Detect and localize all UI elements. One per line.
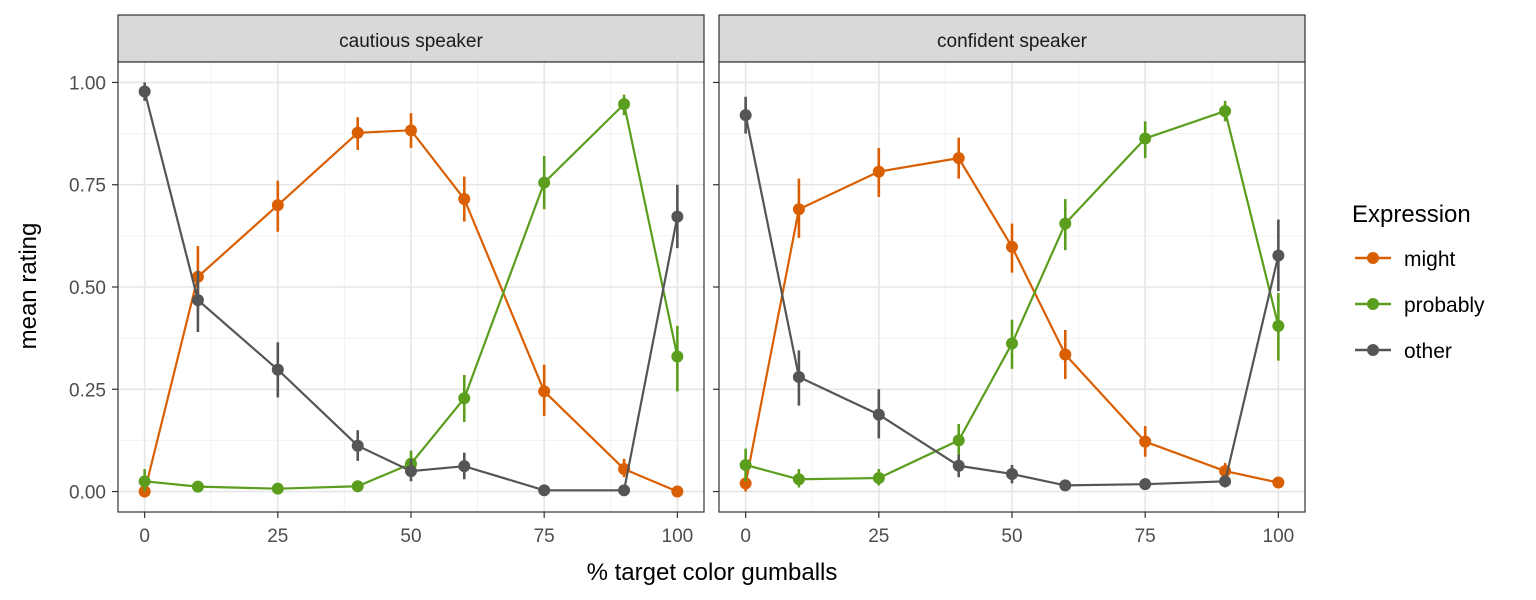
- y-tick-label: 0.25: [69, 380, 106, 401]
- data-point: [351, 126, 364, 139]
- data-point: [792, 371, 805, 383]
- data-point: [1006, 337, 1018, 350]
- data-point: [458, 193, 471, 206]
- data-point: [1006, 240, 1018, 253]
- data-point: [792, 203, 805, 216]
- data-point: [671, 210, 684, 223]
- data-point: [271, 482, 284, 495]
- data-point: [618, 98, 631, 111]
- data-point: [271, 199, 284, 212]
- facet-strip: [117, 14, 705, 63]
- data-point: [872, 472, 885, 485]
- data-point: [671, 485, 684, 498]
- data-point: [1219, 475, 1232, 488]
- facet-strip: [718, 14, 1306, 63]
- y-axis-title: mean rating: [15, 223, 42, 350]
- y-tick-label: 0.50: [69, 278, 106, 299]
- legend-key-point: [1367, 344, 1379, 356]
- data-point: [1272, 319, 1285, 332]
- legend-title: Expression: [1352, 201, 1471, 228]
- data-point: [138, 475, 151, 488]
- panel-border: [117, 61, 705, 513]
- legend-label: probably: [1404, 294, 1485, 317]
- data-point: [1139, 478, 1152, 491]
- data-point: [191, 294, 204, 307]
- x-tick-label: 0: [139, 526, 150, 547]
- data-point: [458, 460, 471, 473]
- x-tick-label: 100: [662, 526, 694, 547]
- x-tick-label: 100: [1263, 526, 1295, 547]
- data-point: [952, 152, 965, 165]
- x-tick-label: 75: [534, 526, 555, 547]
- x-axis-title: % target color gumballs: [587, 559, 838, 586]
- x-tick-label: 0: [740, 526, 751, 547]
- x-tick-label: 50: [400, 526, 421, 547]
- data-point: [952, 459, 965, 472]
- x-tick-label: 25: [267, 526, 288, 547]
- data-point: [351, 480, 364, 493]
- data-point: [458, 392, 471, 405]
- data-point: [739, 458, 752, 471]
- series-other: [138, 82, 684, 497]
- facet-panel-1: cautious speaker 0 25 50 75 100 0.00 0.25 0.50 0.…: [69, 14, 705, 547]
- y-tick-label: 1.00: [69, 73, 106, 94]
- data-point: [671, 350, 684, 363]
- data-point: [1272, 249, 1285, 262]
- series-might: [138, 113, 684, 498]
- data-point: [952, 434, 965, 447]
- legend-key-point: [1367, 298, 1379, 310]
- facet-title: confident speaker: [937, 31, 1088, 52]
- data-point: [739, 109, 752, 122]
- data-point: [405, 124, 417, 137]
- data-point: [138, 85, 151, 98]
- data-point: [1139, 435, 1152, 448]
- data-point: [1059, 479, 1072, 492]
- data-point: [618, 484, 631, 497]
- data-point: [538, 385, 551, 398]
- data-point: [1006, 467, 1018, 480]
- data-point: [792, 473, 805, 486]
- x-tick-label: 50: [1001, 526, 1022, 547]
- x-tick-label: 25: [868, 526, 889, 547]
- legend-key-point: [1367, 252, 1379, 264]
- data-point: [538, 484, 551, 497]
- legend-label: might: [1404, 248, 1456, 271]
- data-point: [739, 477, 752, 490]
- data-point: [1139, 132, 1152, 145]
- series-other: [739, 96, 1285, 492]
- y-tick-label: 0.75: [69, 176, 106, 197]
- data-point: [351, 439, 364, 452]
- data-point: [1059, 348, 1072, 361]
- facet-title: cautious speaker: [339, 31, 483, 52]
- legend: might probably other: [1355, 248, 1485, 363]
- panel-border: [718, 61, 1306, 513]
- y-tick-label: 0.00: [69, 483, 106, 504]
- series-probably: [739, 100, 1285, 488]
- series-might: [739, 137, 1285, 492]
- data-point: [872, 408, 885, 421]
- data-point: [872, 165, 885, 178]
- data-point: [538, 176, 551, 189]
- data-point: [1059, 217, 1072, 230]
- x-tick-label: 75: [1135, 526, 1156, 547]
- data-point: [405, 465, 417, 478]
- data-point: [1219, 105, 1232, 118]
- data-point: [271, 363, 284, 376]
- legend-label: other: [1404, 340, 1452, 363]
- data-point: [1272, 476, 1285, 489]
- facet-panel-2: confident speaker 0 25 50 75 100: [713, 14, 1306, 547]
- data-point: [191, 480, 204, 493]
